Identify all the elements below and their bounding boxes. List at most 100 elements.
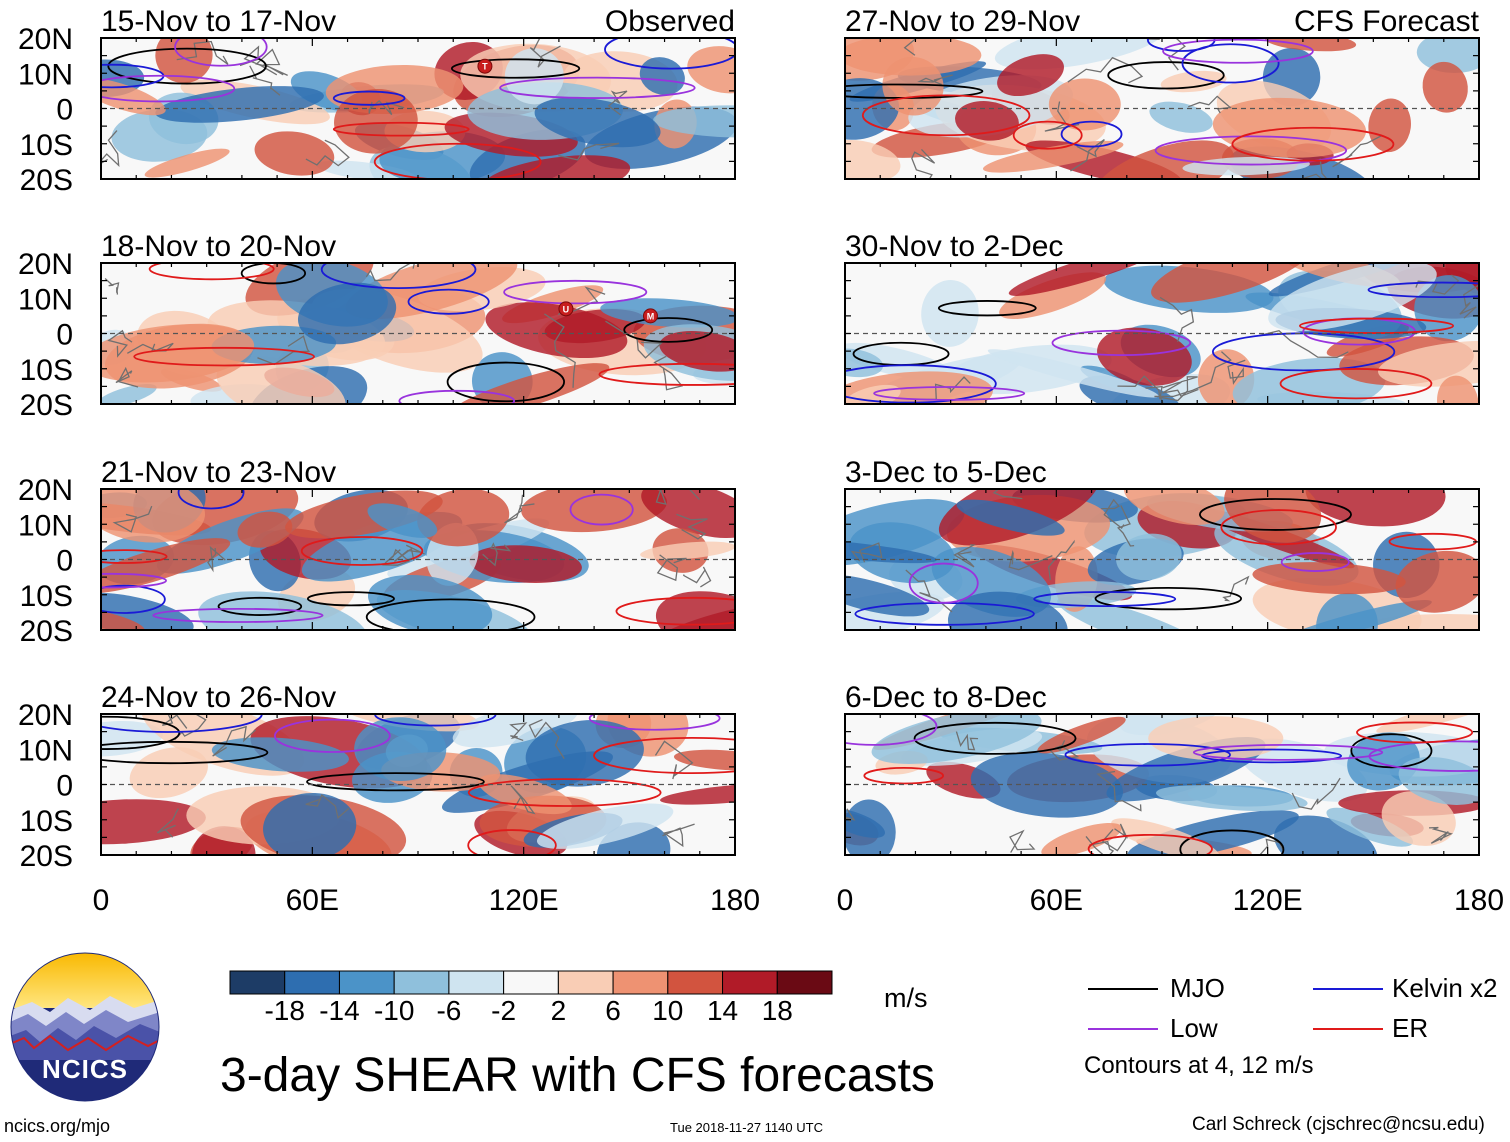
colorbar-swatch (503, 970, 559, 995)
y-tick-label: 10N (18, 734, 73, 767)
x-tick-label: 60E (1030, 884, 1083, 917)
contour-kelvin-x2 (101, 584, 166, 614)
contour-er (1220, 509, 1337, 546)
contour-mjo (107, 47, 267, 85)
panel-date-range: 30-Nov to 2-Dec (845, 230, 1063, 263)
colorbar-swatch (557, 970, 614, 995)
y-tick-label: 20N (18, 23, 73, 56)
colorbar-swatch (776, 970, 833, 995)
contour-mjo (306, 772, 485, 792)
contour-low (499, 76, 696, 99)
legend-low-line (1088, 1028, 1158, 1030)
contour-low (273, 718, 391, 753)
contour-er (1012, 120, 1083, 150)
y-tick-label: 10S (20, 354, 73, 387)
colorbar-level-label: -10 (373, 995, 415, 1026)
y-tick-label: 20S (20, 389, 73, 422)
x-tick-label: 0 (93, 884, 110, 917)
contour-kelvin-x2 (407, 288, 490, 315)
footer-timestamp: Tue 2018-11-27 1140 UTC (670, 1120, 823, 1135)
y-tick-label: 0 (56, 545, 73, 578)
contour-low (1192, 743, 1384, 761)
contour-low (1162, 38, 1314, 64)
y-tick-label: 20S (20, 840, 73, 873)
contour-low (908, 562, 979, 604)
cyclone-label: U (563, 304, 570, 314)
y-tick-label: 20N (18, 248, 73, 281)
y-tick-label: 20N (18, 699, 73, 732)
colorbar-swatch (229, 970, 286, 995)
contour-er (332, 121, 470, 137)
panel-date-range: 21-Nov to 23-Nov (101, 456, 336, 489)
contour-er (615, 596, 735, 626)
contour-mjo (1179, 829, 1285, 855)
contour-kelvin-x2 (332, 90, 406, 106)
contour-low (873, 386, 1026, 401)
contour-kelvin-x2 (1060, 120, 1123, 148)
colorbar-swatch (448, 970, 505, 995)
panel-date-range: 3-Dec to 5-Dec (845, 456, 1047, 489)
cyclone-label: M (647, 311, 655, 321)
legend-er-label: ER (1392, 1013, 1429, 1043)
contour-mjo (450, 58, 581, 79)
panel-header: Observed (605, 5, 735, 38)
colorbar-swatch (667, 970, 724, 995)
panel-5: 27-Nov to 29-Nov CFS Forecast (844, 5, 1480, 180)
contour-kelvin-x2 (604, 38, 735, 70)
contour-low (503, 279, 648, 305)
contour-er (133, 346, 315, 367)
contour-er (101, 549, 168, 564)
contour-mjo (1094, 586, 1243, 611)
x-tick-label: 0 (837, 884, 854, 917)
contour-er (148, 263, 275, 281)
colorbar-level-label: 2 (550, 995, 567, 1026)
contour-mjo (1199, 498, 1352, 531)
panel-date-range: 18-Nov to 20-Nov (101, 230, 336, 263)
cyclone-marker (558, 301, 574, 317)
contour-mjo (623, 317, 714, 343)
colorbar-level-label: 18 (761, 995, 793, 1026)
contour-low (101, 74, 236, 103)
x-tick-label: 120E (489, 884, 559, 917)
contour-er (598, 362, 735, 386)
contour-kelvin-x2 (177, 489, 245, 510)
contour-low (101, 572, 167, 589)
colorbar (229, 970, 833, 995)
contour-kelvin-x2 (1367, 281, 1479, 299)
contour-low (174, 38, 268, 67)
colorbar-level-label: -18 (264, 995, 305, 1026)
legend-mjo-line (1088, 988, 1158, 990)
y-tick-label: 20N (18, 474, 73, 507)
colorbar-level-label: 6 (605, 995, 621, 1026)
x-tick-label: 180 (1454, 884, 1504, 917)
cyclone-marker (477, 58, 493, 74)
contour-er (467, 829, 557, 855)
contour-low (1280, 552, 1350, 572)
ncics-logo: NCICS (10, 952, 160, 1102)
contour-low (398, 389, 516, 404)
cyclone-label: T (482, 62, 488, 72)
contour-mjo (217, 596, 303, 616)
footer-url: ncics.org/mjo (4, 1116, 111, 1136)
contour-mjo (913, 721, 1077, 755)
panel-date-range: 27-Nov to 29-Nov (845, 5, 1080, 38)
colorbar-level-label: -14 (319, 995, 360, 1026)
legend-low-label: Low (1170, 1013, 1218, 1043)
contour-er (863, 766, 944, 785)
y-tick-label: 10N (18, 58, 73, 91)
colorbar-level-label: -6 (436, 995, 462, 1026)
colorbar-level-label: -2 (491, 995, 517, 1026)
y-tick-label: 20S (20, 164, 73, 197)
y-tick-label: 20S (20, 615, 73, 648)
contour-mjo (446, 361, 565, 403)
colorbar-swatch (338, 970, 395, 995)
footer-credit: Carl Schreck (cjschrec@ncsu.edu) (1192, 1114, 1485, 1135)
figure-title: 3-day SHEAR with CFS forecasts (220, 1049, 935, 1102)
y-tick-label: 10S (20, 580, 73, 613)
colorbar-swatch (393, 970, 450, 995)
contour-er (593, 737, 735, 775)
